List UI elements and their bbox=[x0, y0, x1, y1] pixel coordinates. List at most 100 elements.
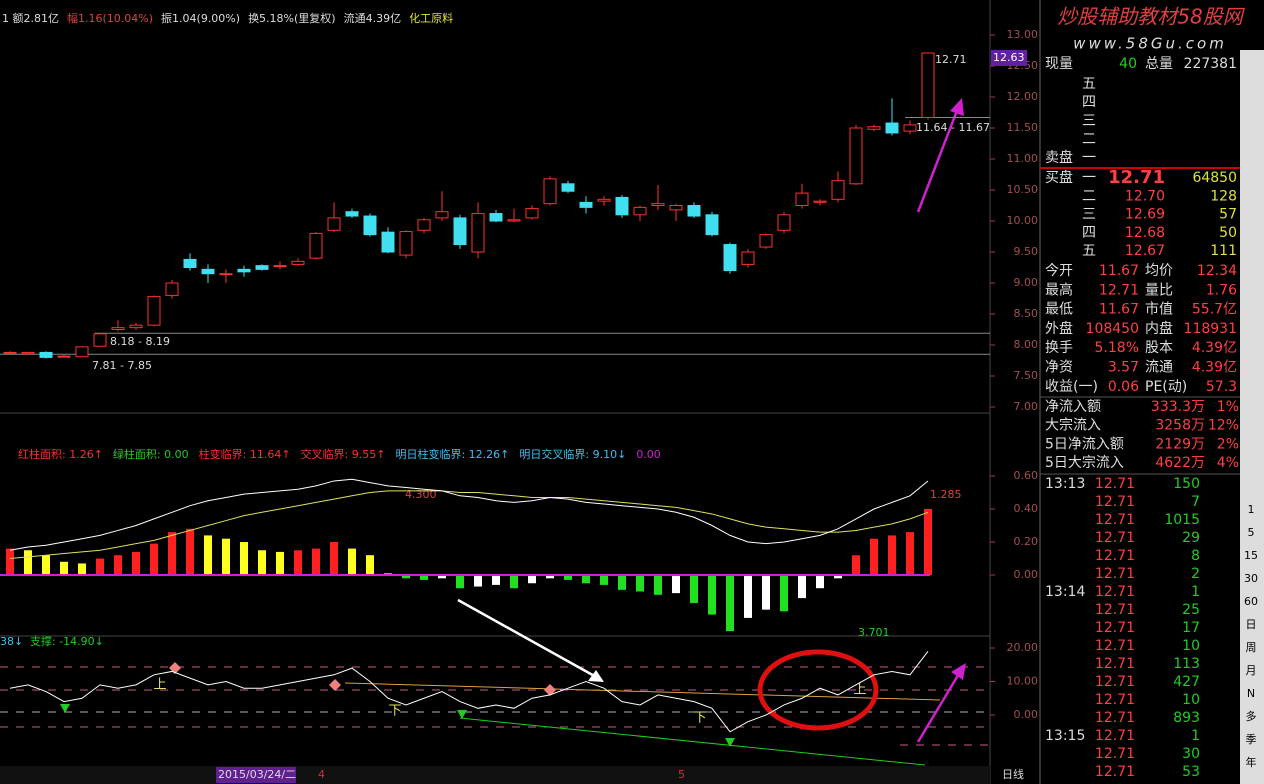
quote-text: 12.71 bbox=[1095, 566, 1135, 582]
histogram-bar bbox=[510, 575, 518, 589]
y-tick-label: 10.50 bbox=[1007, 183, 1039, 196]
quote-text: 10 bbox=[1182, 638, 1200, 654]
histogram-bar bbox=[834, 575, 842, 579]
oscillator-item: 支撑: -14.90↓ bbox=[30, 634, 104, 648]
histogram-bar bbox=[6, 548, 14, 575]
quote-text: 1.76 bbox=[1206, 282, 1237, 298]
annotation: 1.285 bbox=[930, 488, 962, 501]
toolbar-button[interactable]: 月 bbox=[1246, 664, 1257, 677]
histogram-bar bbox=[726, 575, 734, 632]
quote-text: 12.71 bbox=[1108, 167, 1165, 188]
quote-text: 外盘 bbox=[1045, 320, 1073, 337]
histogram-bar bbox=[600, 575, 608, 585]
high-label: 12.71 bbox=[935, 53, 967, 66]
candle-body bbox=[723, 244, 737, 272]
oscillator-item: 38↓ bbox=[0, 635, 23, 648]
toolbar-button[interactable]: 30 bbox=[1244, 572, 1258, 585]
quote-text: 118931 bbox=[1184, 321, 1237, 337]
candle-body bbox=[489, 213, 503, 222]
candle-body bbox=[543, 178, 557, 205]
histogram-bar bbox=[366, 555, 374, 575]
histogram-bar bbox=[204, 535, 212, 575]
toolbar-button[interactable]: 季 bbox=[1246, 733, 1257, 746]
toolbar-button[interactable]: 5 bbox=[1248, 526, 1255, 539]
toolbar-button[interactable]: 日 bbox=[1246, 618, 1257, 631]
quote-text: 12.71 bbox=[1095, 548, 1135, 564]
header-item: 流通4.39亿 bbox=[344, 11, 402, 25]
toolbar-button[interactable]: 1 bbox=[1248, 503, 1255, 516]
candle-body bbox=[885, 122, 899, 134]
candle-body bbox=[381, 231, 395, 253]
toolbar-button[interactable]: 多 bbox=[1246, 709, 1257, 723]
y-tick-label: 12.00 bbox=[1007, 90, 1039, 103]
header-item: 换5.18%(里复权) bbox=[248, 11, 336, 25]
histogram-bar bbox=[780, 575, 788, 612]
candle-body bbox=[237, 268, 251, 273]
trough-marker bbox=[725, 738, 735, 747]
toolbar-button[interactable]: 周 bbox=[1246, 641, 1257, 654]
y-tick-label: 13.00 bbox=[1007, 28, 1039, 41]
y-tick-label: 7.00 bbox=[1014, 400, 1039, 413]
header-item: 化工原料 bbox=[409, 11, 453, 25]
quote-text: 2% bbox=[1217, 436, 1239, 452]
indicator-item: 交叉临界: 9.55↑ bbox=[301, 447, 386, 461]
quote-text: 5日净流入额 bbox=[1045, 436, 1124, 452]
histogram-bar bbox=[438, 575, 446, 579]
quote-text: 108450 bbox=[1086, 321, 1139, 337]
histogram-bar bbox=[474, 575, 482, 587]
quote-text: 买盘 bbox=[1045, 169, 1073, 186]
quote-text: 13:15 bbox=[1045, 728, 1085, 744]
y-tick-label: 20.00 bbox=[1007, 641, 1039, 654]
candle-body bbox=[327, 217, 341, 231]
price-tag bbox=[991, 49, 1027, 66]
candle-body bbox=[507, 219, 521, 222]
toolbar-button[interactable]: 15 bbox=[1244, 549, 1258, 562]
quote-text: 25 bbox=[1182, 602, 1200, 618]
quote-text: 12.69 bbox=[1125, 207, 1165, 223]
quote-text: 55.7亿 bbox=[1192, 302, 1237, 318]
quote-text: 12.70 bbox=[1125, 188, 1165, 204]
quote-text: 12.71 bbox=[1095, 638, 1135, 654]
histogram-bar bbox=[690, 575, 698, 604]
quote-text: 150 bbox=[1173, 476, 1200, 492]
toolbar-button[interactable]: 60 bbox=[1244, 595, 1258, 608]
quote-text: 3258万 bbox=[1155, 418, 1205, 434]
quote-text: 0.06 bbox=[1108, 379, 1139, 395]
quote-text: 卖盘 bbox=[1045, 149, 1073, 166]
toolbar-button[interactable]: N bbox=[1247, 687, 1255, 700]
candle-body bbox=[93, 333, 107, 347]
peak-marker bbox=[544, 684, 556, 696]
date-bar bbox=[0, 766, 990, 784]
candle-body bbox=[111, 327, 125, 331]
candle-body bbox=[687, 205, 701, 217]
quote-text: PE(动) bbox=[1145, 379, 1187, 395]
y-tick-label: 8.50 bbox=[1014, 307, 1039, 320]
candle-body bbox=[291, 260, 305, 265]
histogram-bar bbox=[114, 555, 122, 575]
quote-text: 1 bbox=[1191, 584, 1200, 600]
arrow bbox=[916, 671, 962, 743]
histogram-bar bbox=[564, 575, 572, 580]
quote-text: 收益(一) bbox=[1045, 379, 1098, 395]
quote-text: 227381 bbox=[1184, 56, 1237, 72]
oscillator-line bbox=[9, 651, 929, 733]
resistance-line bbox=[344, 682, 941, 701]
candle-body bbox=[759, 234, 773, 248]
toolbar-button[interactable]: 年 bbox=[1246, 755, 1257, 769]
quote-text: 57 bbox=[1219, 207, 1237, 223]
histogram-bar bbox=[276, 551, 284, 575]
y-tick-label: 11.00 bbox=[1007, 152, 1039, 165]
indicator-item: 绿柱面积: 0.00 bbox=[113, 447, 189, 461]
quote-text: 五 bbox=[1082, 243, 1096, 259]
indicator-item: 柱变临界: 11.64↑ bbox=[199, 447, 291, 461]
candle-body bbox=[75, 346, 89, 358]
indicator-item: 红柱面积: 1.26↑ bbox=[18, 447, 103, 461]
quote-text: 股本 bbox=[1145, 340, 1173, 356]
quote-text: 12.67 bbox=[1125, 243, 1165, 259]
header-item: 幅1.16(10.04%) bbox=[67, 12, 153, 25]
candle-body bbox=[633, 206, 647, 216]
quote-text: 5日大宗流入 bbox=[1045, 455, 1124, 471]
quote-text: 现量 bbox=[1045, 56, 1073, 72]
